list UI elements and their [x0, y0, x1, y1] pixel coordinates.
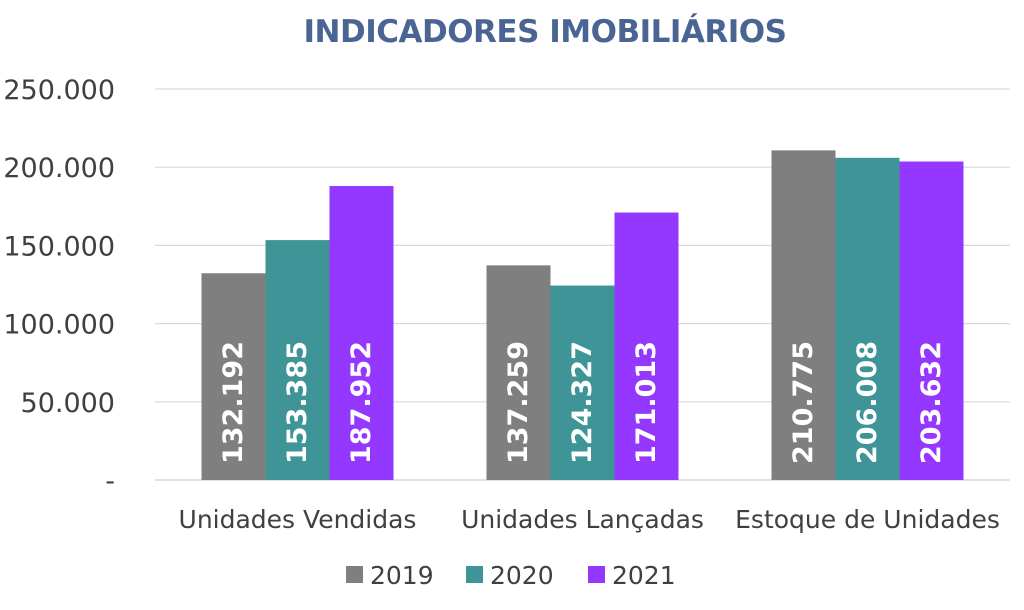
- x-axis: Unidades Vendidas Unidades Lançadas Estoqu…: [179, 505, 1000, 534]
- legend-label: 2021: [612, 561, 676, 590]
- legend: 2019 2020 2021: [346, 561, 676, 590]
- bar-value-label: 137.259: [503, 341, 534, 464]
- bar-value-label: 124.327: [567, 341, 598, 464]
- bar: [329, 186, 394, 480]
- legend-swatch: [346, 566, 363, 583]
- bar-value-label: 210.775: [788, 341, 819, 464]
- bars: 132.192 153.385 187.952 137.259 124.327 171.0…: [201, 150, 964, 481]
- bar: [771, 150, 836, 480]
- y-tick-label: 50.000: [21, 388, 115, 419]
- chart-title: INDICADORES IMOBILIÁRIOS: [303, 14, 787, 50]
- y-tick-label: 250.000: [3, 75, 115, 106]
- bar: [835, 157, 900, 481]
- x-category-label: Unidades Vendidas: [179, 505, 417, 534]
- bar-value-label: 206.008: [852, 341, 883, 464]
- bar: [265, 240, 330, 480]
- legend-label: 2020: [490, 561, 554, 590]
- bar: [486, 265, 551, 480]
- bar-value-label: 153.385: [282, 341, 313, 464]
- bar-value-label: 171.013: [631, 341, 662, 464]
- bar-value-label: 187.952: [346, 341, 377, 464]
- y-tick-label: 200.000: [3, 153, 115, 184]
- bar: [550, 285, 615, 480]
- legend-label: 2019: [370, 561, 434, 590]
- legend-swatch: [588, 566, 605, 583]
- x-category-label: Estoque de Unidades: [735, 505, 1000, 534]
- bar-value-label: 132.192: [218, 341, 249, 464]
- y-tick-label: -: [105, 466, 115, 497]
- x-category-label: Unidades Lançadas: [461, 505, 704, 534]
- y-axis: - 50.000 100.000 150.000 200.000 250.000: [3, 75, 115, 497]
- bar: [201, 273, 266, 480]
- bar-value-label: 203.632: [916, 341, 947, 464]
- y-tick-label: 100.000: [3, 310, 115, 341]
- bar: [614, 212, 679, 480]
- bar: [899, 161, 964, 481]
- y-tick-label: 150.000: [3, 231, 115, 262]
- legend-swatch: [466, 566, 483, 583]
